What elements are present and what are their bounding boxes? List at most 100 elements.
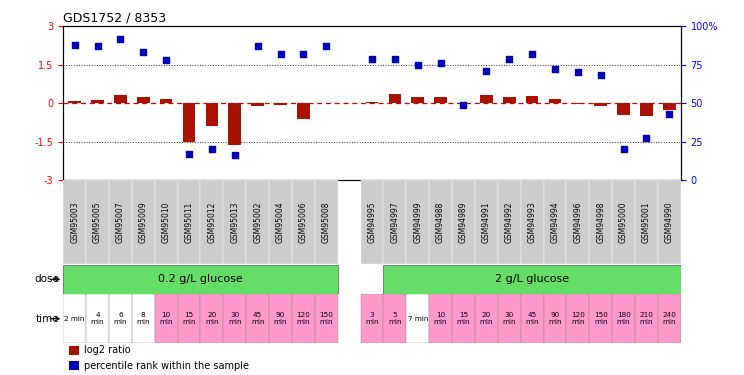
- Text: 20
min: 20 min: [480, 312, 493, 325]
- Text: GSM94999: GSM94999: [413, 201, 423, 243]
- Point: [115, 36, 126, 42]
- Bar: [223, 180, 246, 264]
- Bar: [297, 103, 310, 119]
- Point: [411, 62, 423, 68]
- Bar: [132, 294, 155, 343]
- Bar: [503, 97, 516, 103]
- Bar: [183, 103, 196, 142]
- Bar: [366, 102, 378, 103]
- Point: [618, 146, 629, 152]
- Text: GSM94995: GSM94995: [368, 201, 376, 243]
- Text: GSM94993: GSM94993: [527, 201, 536, 243]
- Bar: [68, 100, 81, 103]
- Text: GSM95006: GSM95006: [299, 201, 308, 243]
- Point: [458, 102, 469, 108]
- Bar: [521, 180, 544, 264]
- Bar: [612, 180, 635, 264]
- Bar: [566, 180, 589, 264]
- Text: 90
min: 90 min: [548, 312, 562, 325]
- Bar: [160, 99, 173, 103]
- Text: GSM95002: GSM95002: [253, 201, 262, 243]
- Text: GSM95001: GSM95001: [642, 201, 651, 243]
- Point: [572, 69, 584, 75]
- Bar: [86, 180, 109, 264]
- Text: dose: dose: [35, 274, 60, 284]
- Point: [183, 151, 195, 157]
- Point: [251, 43, 263, 49]
- Text: 45
min: 45 min: [251, 312, 264, 325]
- Text: 180
min: 180 min: [617, 312, 630, 325]
- Bar: [292, 180, 315, 264]
- Text: 5
min: 5 min: [388, 312, 402, 325]
- Bar: [475, 294, 498, 343]
- Bar: [480, 96, 493, 103]
- Point: [298, 51, 310, 57]
- Point: [481, 68, 493, 74]
- Bar: [361, 180, 383, 264]
- Point: [138, 50, 150, 55]
- Bar: [361, 294, 383, 343]
- Bar: [434, 97, 447, 103]
- Bar: [429, 294, 452, 343]
- Text: GSM95009: GSM95009: [139, 201, 148, 243]
- Text: GSM95007: GSM95007: [116, 201, 125, 243]
- Text: 8
min: 8 min: [137, 312, 150, 325]
- Text: 3
min: 3 min: [365, 312, 379, 325]
- Point: [594, 72, 606, 78]
- Bar: [411, 97, 424, 103]
- Text: 10
min: 10 min: [159, 312, 173, 325]
- Text: 45
min: 45 min: [525, 312, 539, 325]
- Text: GSM94992: GSM94992: [504, 201, 513, 243]
- Bar: [526, 96, 539, 103]
- Text: 210
min: 210 min: [640, 312, 653, 325]
- Point: [434, 60, 446, 66]
- Bar: [544, 294, 566, 343]
- Point: [206, 146, 218, 152]
- Text: 15
min: 15 min: [182, 312, 196, 325]
- Text: GSM94988: GSM94988: [436, 201, 445, 243]
- Bar: [571, 103, 584, 104]
- Bar: [663, 103, 676, 110]
- Bar: [86, 294, 109, 343]
- Bar: [292, 294, 315, 343]
- Bar: [640, 103, 652, 117]
- Bar: [594, 103, 607, 106]
- Bar: [658, 294, 681, 343]
- Bar: [132, 180, 155, 264]
- Bar: [178, 294, 200, 343]
- Bar: [269, 294, 292, 343]
- Bar: [200, 294, 223, 343]
- Text: GSM95011: GSM95011: [185, 201, 193, 243]
- Bar: [246, 180, 269, 264]
- Bar: [315, 180, 338, 264]
- Text: 2 min: 2 min: [65, 316, 85, 322]
- Text: GSM94990: GSM94990: [665, 201, 674, 243]
- Text: 20
min: 20 min: [205, 312, 219, 325]
- Text: 90
min: 90 min: [274, 312, 287, 325]
- Text: 120
min: 120 min: [571, 312, 585, 325]
- Point: [549, 66, 561, 72]
- Text: 10
min: 10 min: [434, 312, 447, 325]
- Point: [275, 51, 286, 57]
- Point: [321, 43, 333, 49]
- Bar: [63, 180, 86, 264]
- Bar: [92, 100, 104, 103]
- Bar: [69, 361, 79, 370]
- Bar: [658, 180, 681, 264]
- Text: GSM95008: GSM95008: [321, 201, 331, 243]
- Bar: [544, 180, 566, 264]
- Bar: [155, 294, 178, 343]
- Bar: [589, 294, 612, 343]
- Text: 30
min: 30 min: [502, 312, 516, 325]
- Text: 30
min: 30 min: [228, 312, 242, 325]
- Bar: [618, 103, 630, 116]
- Text: 240
min: 240 min: [662, 312, 676, 325]
- Text: GSM95010: GSM95010: [161, 201, 170, 243]
- Text: GSM95000: GSM95000: [619, 201, 628, 243]
- Bar: [63, 265, 338, 294]
- Text: 120
min: 120 min: [296, 312, 310, 325]
- Text: 7 min: 7 min: [408, 316, 428, 322]
- Text: GSM95004: GSM95004: [276, 201, 285, 243]
- Bar: [223, 294, 246, 343]
- Bar: [228, 103, 241, 145]
